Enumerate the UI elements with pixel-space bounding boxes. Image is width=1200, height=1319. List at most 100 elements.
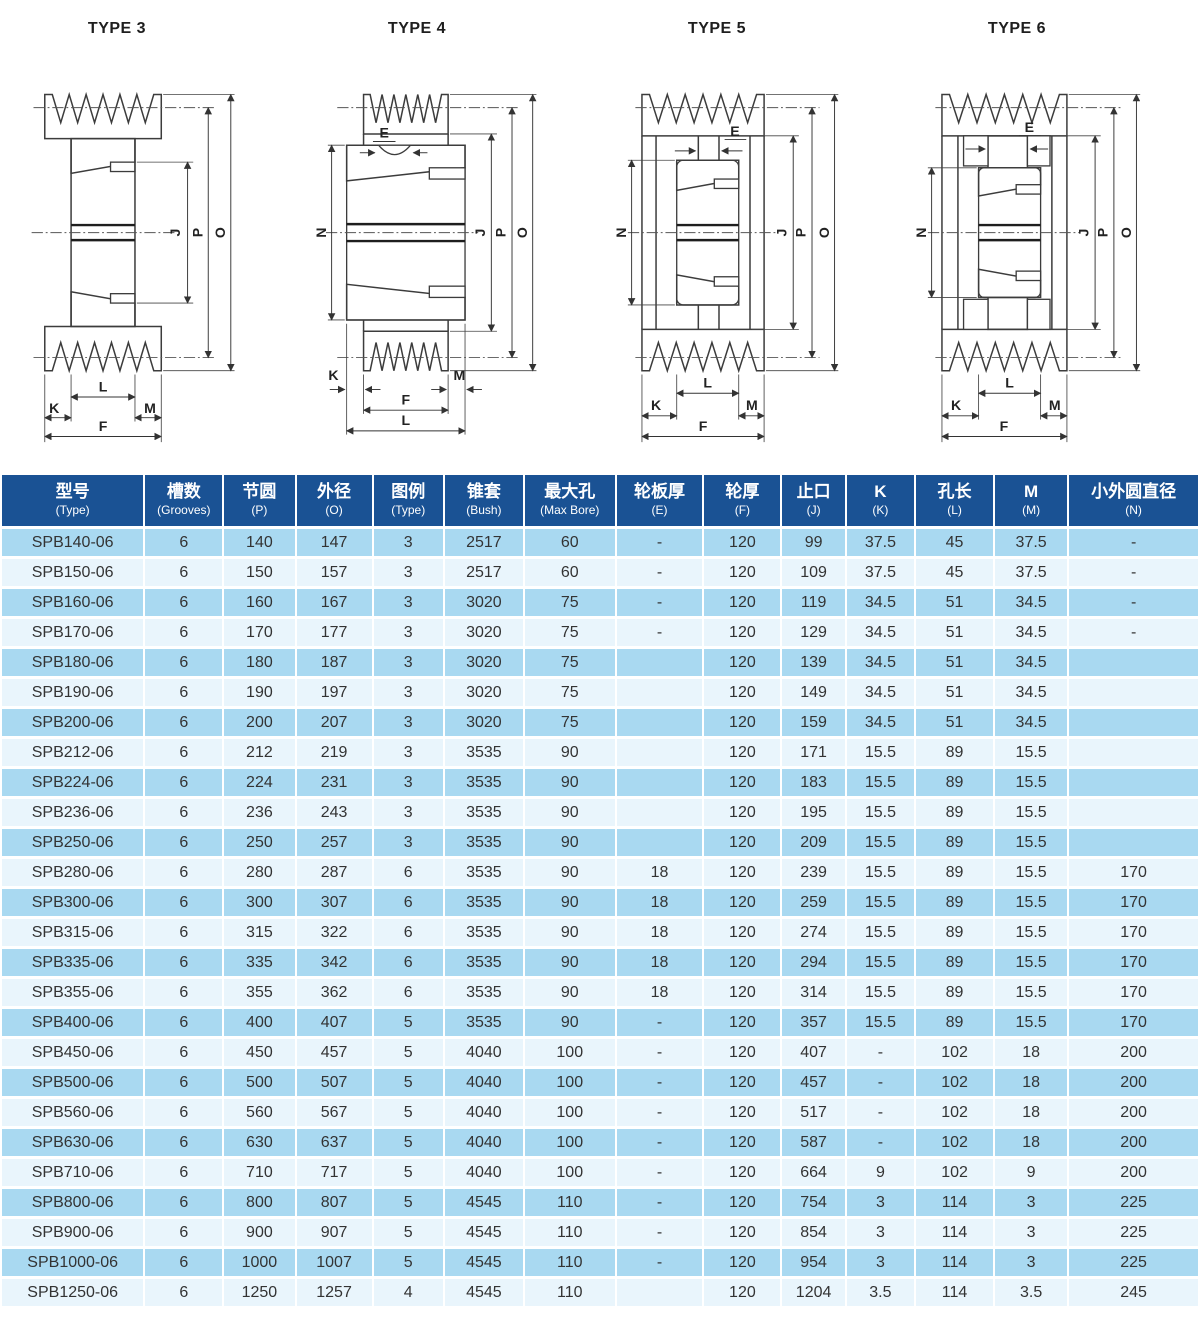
table-cell: 3: [846, 1189, 915, 1216]
table-cell: 18: [995, 1069, 1068, 1096]
table-cell: 200: [1069, 1069, 1198, 1096]
table-cell: 219: [296, 739, 372, 766]
table-cell: 243: [296, 799, 372, 826]
table-cell: -: [616, 559, 703, 586]
table-cell: 231: [296, 769, 372, 796]
dim-label-f: F: [402, 392, 411, 408]
table-cell: 3: [846, 1219, 915, 1246]
table-cell: 149: [782, 679, 845, 706]
table-cell: SPB500-06: [2, 1069, 144, 1096]
table-cell: 120: [704, 949, 781, 976]
table-cell: 307: [296, 889, 372, 916]
column-header-zh: 孔长: [937, 482, 972, 501]
table-row: SPB140-06 6 140 147 3 2517 60-120 99 37.5 45 37.5-: [2, 529, 1198, 556]
table-cell: 6: [373, 859, 443, 886]
table-cell: 3: [995, 1189, 1068, 1216]
table-cell: 120: [704, 1189, 781, 1216]
table-cell: 854: [782, 1219, 845, 1246]
table-cell: -: [846, 1099, 915, 1126]
table-cell: 6: [145, 1069, 223, 1096]
column-header-zh: 止口: [796, 482, 831, 501]
table-cell: [1069, 709, 1198, 736]
table-cell: 507: [296, 1069, 372, 1096]
table-cell: 3.5: [846, 1279, 915, 1306]
table-cell: 4545: [444, 1279, 523, 1306]
table-cell: 51: [916, 589, 994, 616]
column-header-zh: 轮厚: [725, 482, 760, 501]
table-cell: 187: [296, 649, 372, 676]
table-cell: [616, 679, 703, 706]
table-cell: SPB236-06: [2, 799, 144, 826]
table-cell: 75: [524, 709, 615, 736]
table-cell: 34.5: [995, 649, 1068, 676]
table-cell: 207: [296, 709, 372, 736]
table-cell: 300: [224, 889, 295, 916]
table-cell: 212: [224, 739, 295, 766]
table-cell: 15.5: [846, 739, 915, 766]
dim-label-m: M: [746, 397, 758, 413]
table-cell: 6: [145, 769, 223, 796]
table-row: SPB630-06 6 630 637 5 4040 100-120 587-102 18 200: [2, 1129, 1198, 1156]
table-cell: 3: [373, 679, 443, 706]
table-cell: 120: [704, 1219, 781, 1246]
table-row: SPB224-06 6 224 231 3 3535 90 120 183 15.5 89 15.5: [2, 769, 1198, 796]
dim-label-f: F: [99, 418, 108, 434]
table-cell: 170: [224, 619, 295, 646]
dim-label-o: O: [816, 227, 832, 238]
table-cell: 245: [1069, 1279, 1198, 1306]
table-cell: -: [846, 1069, 915, 1096]
table-cell: 954: [782, 1249, 845, 1276]
table-cell: 6: [145, 619, 223, 646]
table-cell: 89: [916, 829, 994, 856]
table-cell: 3020: [444, 709, 523, 736]
table-cell: 200: [1069, 1159, 1198, 1186]
table-cell: 18: [616, 949, 703, 976]
table-cell: 6: [145, 1249, 223, 1276]
table-cell: 2517: [444, 559, 523, 586]
table-cell: 100: [524, 1159, 615, 1186]
table-cell: 15.5: [846, 769, 915, 796]
table-cell: 6: [373, 949, 443, 976]
table-cell: 6: [145, 1129, 223, 1156]
table-cell: -: [616, 1039, 703, 1066]
column-header-zh: 图例: [391, 482, 426, 501]
table-cell: 457: [296, 1039, 372, 1066]
table-cell: 15.5: [846, 1009, 915, 1036]
column-header-zh: M: [1024, 482, 1039, 501]
table-cell: 560: [224, 1099, 295, 1126]
table-cell: 6: [145, 1039, 223, 1066]
table-cell: 6: [373, 979, 443, 1006]
table-cell: -: [616, 1009, 703, 1036]
table-cell: 89: [916, 859, 994, 886]
column-header-zh: 型号: [55, 482, 90, 501]
table-cell: -: [1069, 529, 1198, 556]
table-cell: 170: [1069, 949, 1198, 976]
table-cell: 75: [524, 679, 615, 706]
table-cell: 5: [373, 1159, 443, 1186]
table-cell: 3: [373, 559, 443, 586]
dim-label-n: N: [613, 228, 629, 238]
dim-label-o: O: [212, 227, 228, 238]
table-cell: 6: [145, 709, 223, 736]
table-cell: -: [616, 589, 703, 616]
table-cell: 6: [145, 589, 223, 616]
table-cell: [616, 709, 703, 736]
table-cell: 200: [224, 709, 295, 736]
table-cell: [616, 799, 703, 826]
table-row: SPB280-06 6 280 287 6 3535 90 18 120 239 15.5 89 15.…: [2, 859, 1198, 886]
table-cell: SPB630-06: [2, 1129, 144, 1156]
table-cell: 120: [704, 1039, 781, 1066]
table-cell: 120: [704, 1129, 781, 1156]
table-cell: SPB315-06: [2, 919, 144, 946]
table-cell: 1257: [296, 1279, 372, 1306]
table-cell: 147: [296, 529, 372, 556]
table-cell: 5: [373, 1189, 443, 1216]
column-header: K (K): [846, 475, 915, 526]
table-cell: SPB250-06: [2, 829, 144, 856]
table-cell: 60: [524, 529, 615, 556]
table-cell: 5: [373, 1249, 443, 1276]
table-cell: 120: [704, 829, 781, 856]
table-row: SPB300-06 6 300 307 6 3535 90 18 120 259 15.5 89 15.…: [2, 889, 1198, 916]
table-cell: 225: [1069, 1249, 1198, 1276]
table-cell: 120: [704, 709, 781, 736]
